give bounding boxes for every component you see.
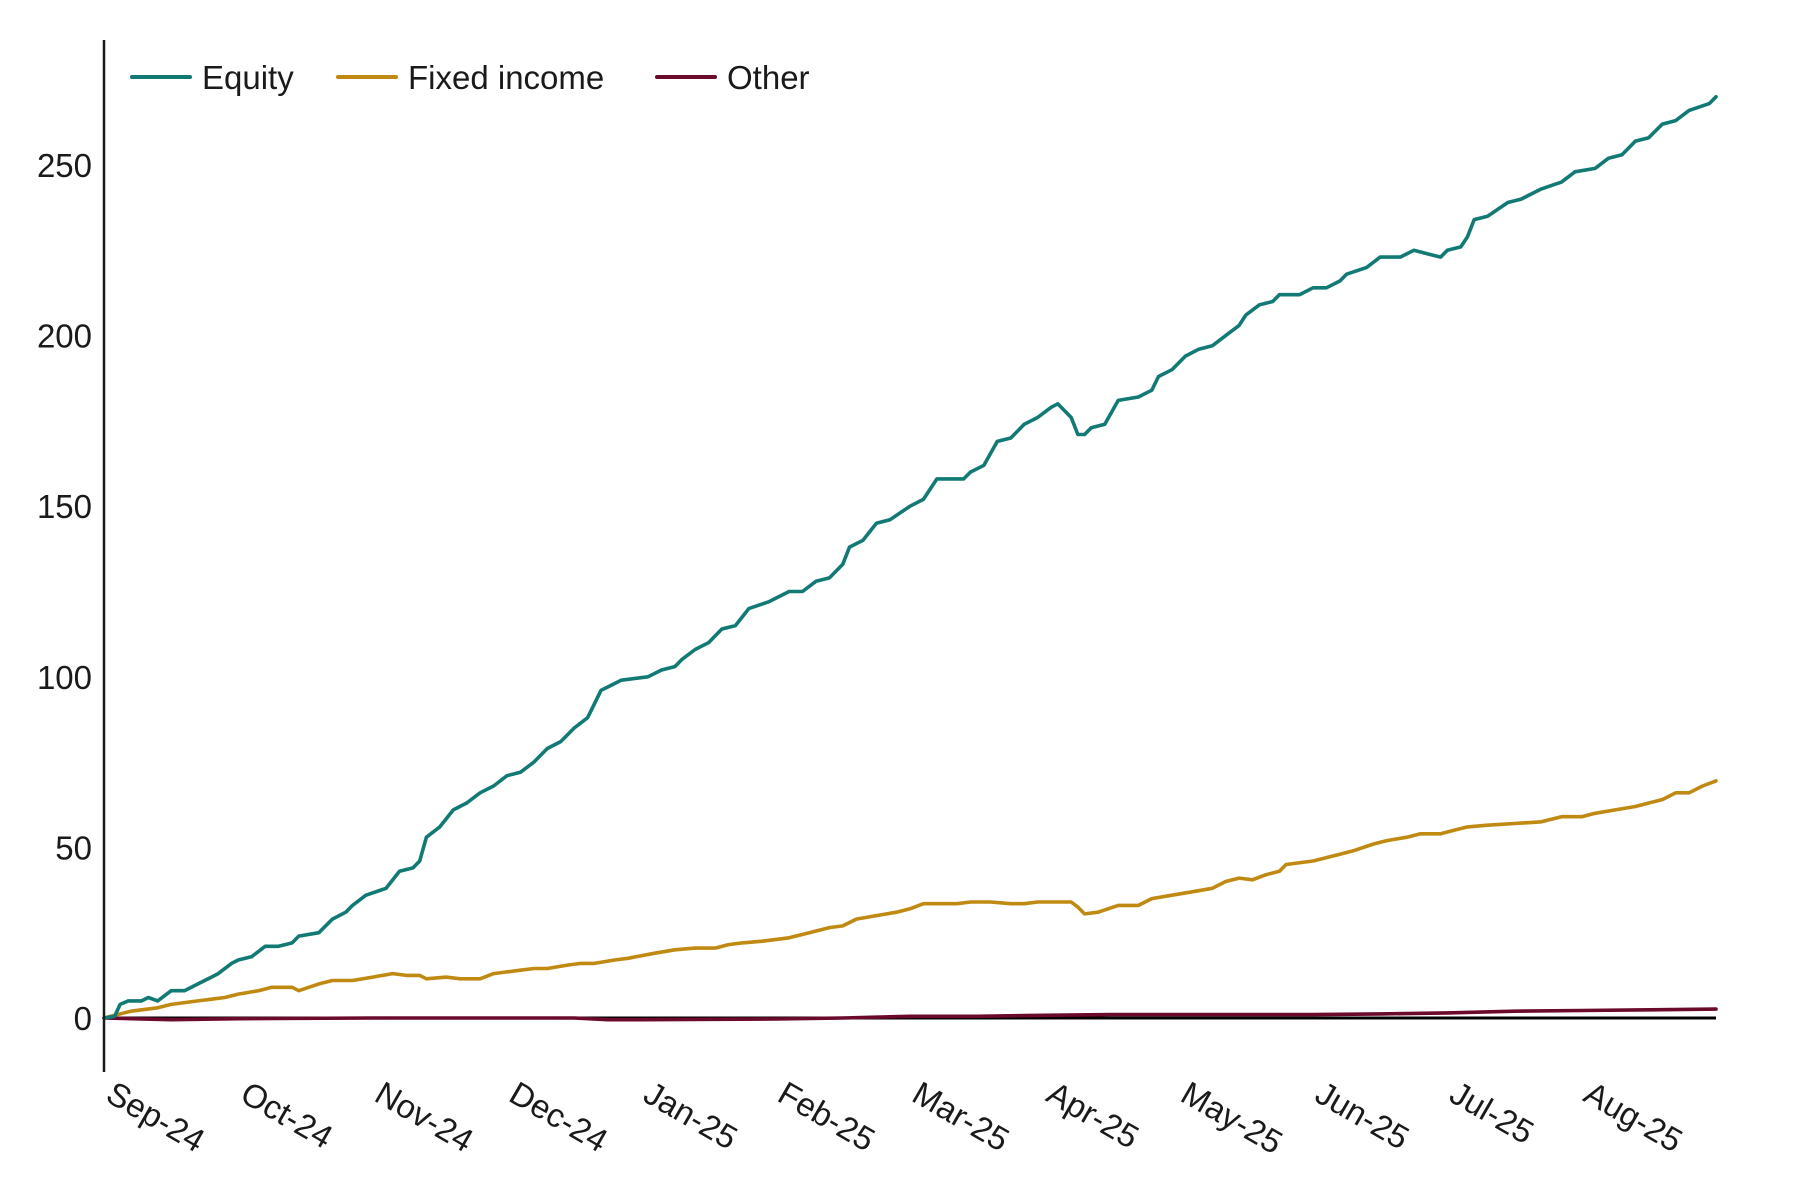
y-tick-label: 150 xyxy=(37,488,92,525)
x-tick-label: Jan-25 xyxy=(638,1074,744,1156)
series-line-other xyxy=(102,1007,1718,1022)
y-axis-ticks: 0 50 100 150 200 250 xyxy=(37,147,92,1037)
x-axis-ticks: Sep-24 Oct-24 Nov-24 Dec-24 Jan-25 Feb-25 Mar-… xyxy=(101,1074,1689,1161)
series-layer xyxy=(102,95,1718,1022)
legend-label-equity: Equity xyxy=(202,59,294,96)
x-tick-label: Jul-25 xyxy=(1444,1074,1540,1151)
y-tick-label: 50 xyxy=(55,829,92,866)
x-tick-label: Feb-25 xyxy=(772,1074,881,1158)
x-tick-label: Apr-25 xyxy=(1041,1074,1145,1156)
y-tick-label: 250 xyxy=(37,147,92,184)
legend-label-other: Other xyxy=(727,59,810,96)
legend-label-fixed-income: Fixed income xyxy=(408,59,604,96)
y-tick-label: 200 xyxy=(37,318,92,355)
x-tick-label: Nov-24 xyxy=(369,1074,480,1159)
legend: Equity Fixed income Other xyxy=(130,59,810,96)
series-line-equity xyxy=(102,95,1718,1020)
x-tick-label: Dec-24 xyxy=(504,1074,615,1159)
x-tick-label: Jun-25 xyxy=(1310,1074,1416,1156)
x-tick-label: Mar-25 xyxy=(907,1074,1016,1158)
x-tick-label: May-25 xyxy=(1175,1074,1289,1161)
x-tick-label: Oct-24 xyxy=(235,1074,339,1156)
x-tick-label: Aug-25 xyxy=(1578,1074,1689,1159)
x-tick-label: Sep-24 xyxy=(101,1074,212,1159)
y-tick-label: 0 xyxy=(74,1000,92,1037)
y-tick-label: 100 xyxy=(37,659,92,696)
series-line-fixed-income xyxy=(102,779,1718,1020)
